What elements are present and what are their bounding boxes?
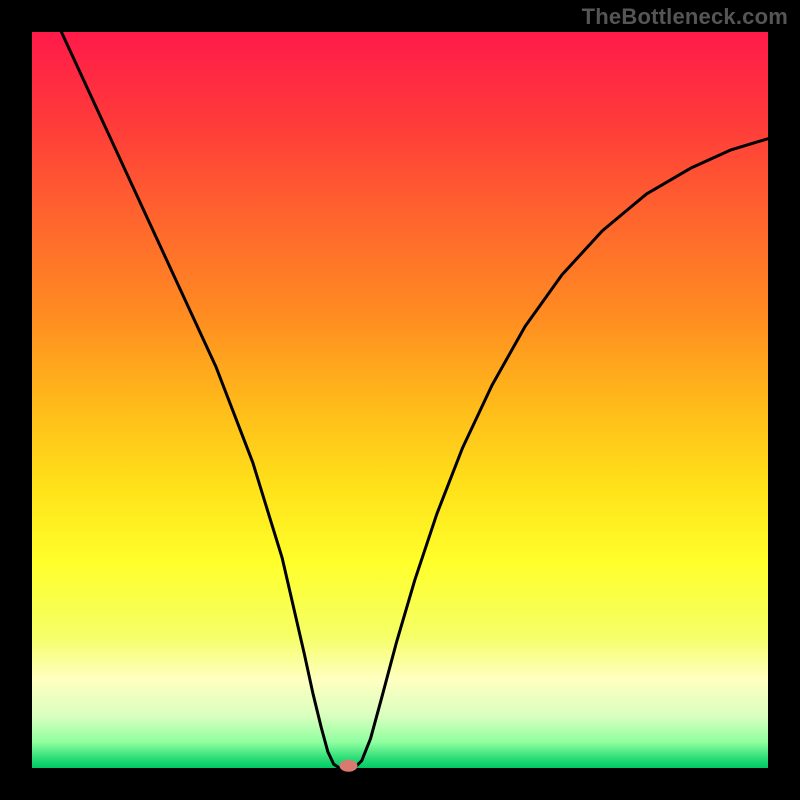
chart-svg	[0, 0, 800, 800]
plot-background	[32, 32, 768, 768]
watermark-text: TheBottleneck.com	[582, 4, 788, 30]
chart-frame: TheBottleneck.com	[0, 0, 800, 800]
minimum-marker	[339, 760, 357, 772]
